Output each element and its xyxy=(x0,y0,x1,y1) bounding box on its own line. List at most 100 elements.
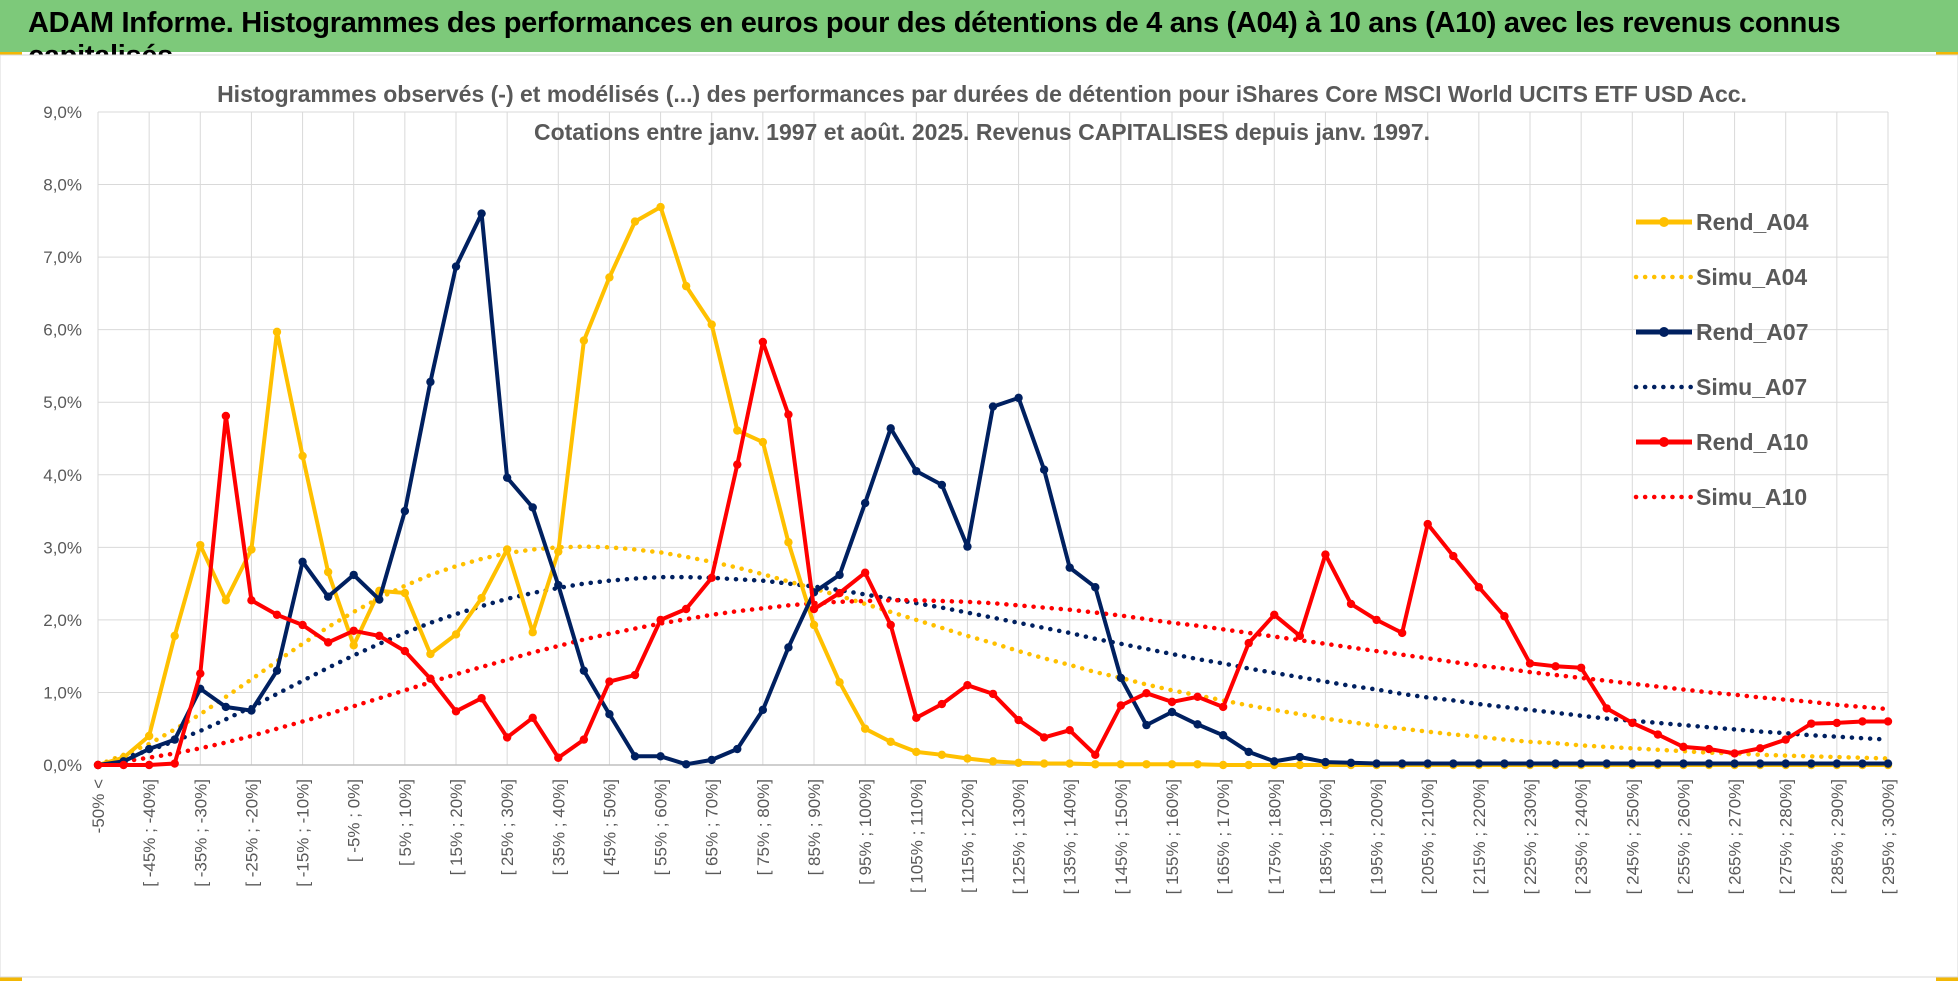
data-point-rend-a07 xyxy=(1065,563,1074,572)
data-point-rend-a10 xyxy=(349,626,358,635)
data-point-rend-a10 xyxy=(1397,628,1407,638)
data-point-rend-a07 xyxy=(272,666,282,675)
data-point-rend-a10 xyxy=(860,568,870,577)
data-point-rend-a10 xyxy=(1142,688,1151,698)
x-tick-label: [ 85% ; 90%] xyxy=(805,779,824,875)
x-tick-label: [ -35% ; -30%] xyxy=(191,779,210,887)
data-point-rend-a04 xyxy=(349,641,358,650)
data-point-rend-a10 xyxy=(119,760,128,770)
data-point-rend-a04 xyxy=(630,217,640,226)
x-tick-label: [ 265% ; 270%] xyxy=(1726,779,1745,894)
chart-title: Histogrammes observés (-) et modélisés (… xyxy=(217,81,1747,107)
data-point-rend-a07 xyxy=(477,209,486,218)
data-point-rend-a10 xyxy=(221,411,231,421)
corner-mark-left xyxy=(0,52,22,56)
corner-mark-bottom-left xyxy=(0,977,22,981)
data-point-rend-a07 xyxy=(426,377,435,387)
data-point-rend-a04 xyxy=(426,649,435,659)
y-tick-label: 8,0% xyxy=(43,176,82,195)
data-point-rend-a10 xyxy=(656,615,665,625)
data-point-rend-a10 xyxy=(477,694,486,703)
data-point-rend-a10 xyxy=(1474,583,1484,592)
data-point-rend-a10 xyxy=(144,760,154,770)
legend-label-simu-a07: Simu_A07 xyxy=(1696,374,1807,400)
corner-mark-right xyxy=(1936,52,1958,56)
data-point-rend-a10 xyxy=(170,759,179,768)
x-tick-label: [ 235% ; 240%] xyxy=(1572,779,1591,894)
data-point-rend-a10 xyxy=(298,620,307,630)
data-point-rend-a04 xyxy=(912,747,921,757)
data-point-rend-a07 xyxy=(1039,465,1049,474)
data-point-rend-a04 xyxy=(554,547,563,556)
data-point-rend-a04 xyxy=(196,540,205,550)
data-point-rend-a04 xyxy=(323,567,333,577)
data-point-rend-a10 xyxy=(1704,744,1714,754)
data-point-rend-a07 xyxy=(681,760,691,769)
data-point-rend-a04 xyxy=(733,426,742,435)
data-point-rend-a07 xyxy=(784,643,793,652)
data-point-rend-a07 xyxy=(1576,759,1586,768)
data-point-rend-a04 xyxy=(1244,760,1253,770)
x-tick-label: [ 135% ; 140%] xyxy=(1061,779,1080,894)
x-tick-label: [ 155% ; 160%] xyxy=(1163,779,1182,894)
chart-grid xyxy=(97,111,1889,766)
legend-label-simu-a04: Simu_A04 xyxy=(1696,264,1807,290)
data-point-rend-a04 xyxy=(1014,758,1023,768)
data-point-rend-a07 xyxy=(1372,759,1381,768)
y-tick-label: 4,0% xyxy=(43,466,82,485)
data-point-rend-a10 xyxy=(809,604,819,614)
data-point-rend-a10 xyxy=(1653,730,1663,739)
data-point-rend-a10 xyxy=(1858,717,1867,726)
data-point-rend-a04 xyxy=(400,588,410,598)
x-tick-label: [ 145% ; 150%] xyxy=(1112,779,1131,894)
data-point-rend-a07 xyxy=(1346,758,1356,768)
x-tick-label: [ 15% ; 20%] xyxy=(447,779,466,875)
data-point-rend-a07 xyxy=(375,595,384,604)
data-point-rend-a10 xyxy=(1423,519,1432,529)
data-point-rend-a04 xyxy=(1193,760,1202,769)
data-point-rend-a10 xyxy=(937,699,947,709)
data-point-rend-a07 xyxy=(835,570,844,580)
series-line-simu-a07 xyxy=(95,574,1891,768)
legend-label-simu-a10: Simu_A10 xyxy=(1696,484,1807,510)
y-tick-label: 3,0% xyxy=(43,538,82,557)
data-point-rend-a07 xyxy=(1142,720,1151,730)
y-tick-label: 0,0% xyxy=(43,756,82,775)
data-point-rend-a04 xyxy=(707,320,716,329)
data-point-rend-a10 xyxy=(1014,715,1023,725)
x-tick-label: [ 225% ; 230%] xyxy=(1521,779,1540,894)
data-point-rend-a07 xyxy=(1781,759,1790,768)
data-point-rend-a07 xyxy=(937,480,947,490)
data-point-rend-a04 xyxy=(477,593,486,603)
x-tick-label: [ 5% ; 10%] xyxy=(396,779,415,866)
data-point-rend-a10 xyxy=(554,753,563,762)
data-point-rend-a10 xyxy=(1449,551,1458,561)
x-tick-label: [ 215% ; 220%] xyxy=(1470,779,1489,894)
corner-mark-bottom-right xyxy=(1936,977,1958,981)
data-point-rend-a07 xyxy=(1423,759,1432,768)
data-point-rend-a07 xyxy=(579,666,589,675)
x-tick-label: [ 25% ; 30%] xyxy=(498,779,517,875)
data-point-rend-a07 xyxy=(963,542,972,551)
data-point-rend-a10 xyxy=(1781,735,1790,744)
data-point-rend-a07 xyxy=(1474,759,1484,768)
y-tick-label: 5,0% xyxy=(43,393,82,412)
data-point-rend-a10 xyxy=(707,573,716,583)
data-point-rend-a04 xyxy=(579,336,589,345)
data-point-rend-a10 xyxy=(1116,701,1126,710)
data-point-rend-a04 xyxy=(1142,760,1151,769)
data-point-rend-a07 xyxy=(247,706,256,715)
data-point-rend-a07 xyxy=(1628,759,1637,768)
data-point-rend-a10 xyxy=(1346,599,1356,609)
data-point-rend-a07 xyxy=(221,702,231,712)
data-point-rend-a07 xyxy=(860,498,870,508)
y-tick-label: 1,0% xyxy=(43,683,82,702)
data-point-rend-a07 xyxy=(707,755,716,765)
data-point-rend-a04 xyxy=(605,273,614,282)
data-point-rend-a07 xyxy=(349,570,358,580)
data-point-rend-a10 xyxy=(1525,659,1535,668)
data-point-rend-a10 xyxy=(1321,550,1330,559)
series-group xyxy=(93,202,1893,770)
data-point-rend-a04 xyxy=(221,596,231,605)
